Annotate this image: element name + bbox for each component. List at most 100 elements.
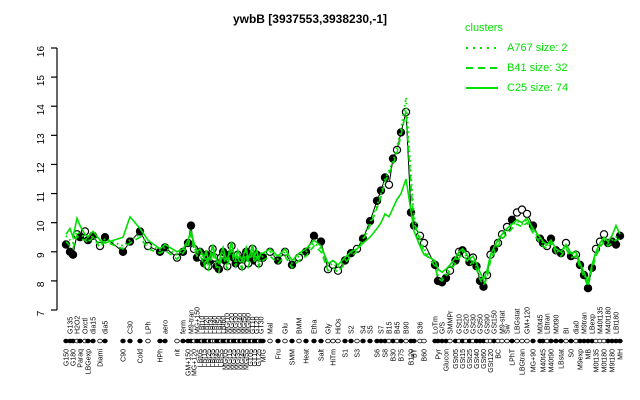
condition-axis-marker bbox=[563, 338, 569, 344]
condition-axis-marker bbox=[509, 338, 515, 344]
condition-label: LBt60 bbox=[221, 316, 228, 334]
condition-label: Glucon bbox=[443, 349, 450, 371]
data-point-filled bbox=[309, 231, 319, 240]
condition-axis-marker bbox=[499, 338, 505, 344]
condition-label: GSt15 bbox=[460, 349, 467, 369]
condition-label: S7 bbox=[378, 325, 385, 334]
data-point-open bbox=[522, 209, 532, 219]
condition-axis-marker bbox=[157, 338, 163, 344]
data-point-filled bbox=[611, 240, 621, 249]
condition-axis-marker bbox=[180, 338, 186, 344]
condition-label: LBtran bbox=[544, 313, 551, 334]
legend-entries: A767 size: 2 B41 size: 32 C25 size: 74 bbox=[465, 38, 635, 98]
condition-label: MGt25 bbox=[231, 349, 238, 370]
condition-label: M9-stat bbox=[499, 311, 506, 334]
condition-axis-marker bbox=[77, 338, 83, 344]
legend-label: C25 size: 74 bbox=[507, 82, 569, 94]
data-point-filled bbox=[615, 231, 625, 240]
condition-label: LPh bbox=[145, 321, 152, 334]
condition-label: MGt05 bbox=[223, 349, 230, 370]
condition-label: Fru bbox=[275, 349, 282, 360]
condition-label: GT20 bbox=[254, 316, 261, 334]
condition-label: Oxctl bbox=[82, 318, 89, 334]
condition-label: MGt45 bbox=[239, 349, 246, 370]
condition-label: MGt35 bbox=[235, 349, 242, 370]
condition-label: MG+150 bbox=[194, 307, 201, 334]
condition-label: M40t180 bbox=[605, 307, 612, 334]
condition-axis-marker bbox=[342, 338, 348, 344]
condition-label: LBGstat bbox=[514, 309, 521, 334]
chart-title: ywbB [3937553,3938230,-1] bbox=[232, 12, 388, 26]
condition-label: S1 bbox=[342, 349, 349, 358]
condition-label: GT15 bbox=[252, 349, 259, 367]
condition-axis-marker bbox=[174, 338, 180, 344]
condition-label: MGt40 bbox=[237, 313, 244, 334]
condition-axis-marker bbox=[421, 338, 427, 344]
condition-axis-marker bbox=[548, 338, 554, 344]
condition-label: GSt120 bbox=[488, 349, 495, 373]
condition-axis-marker bbox=[354, 338, 360, 344]
condition-axis-marker bbox=[267, 338, 273, 344]
condition-label: S6 bbox=[374, 349, 381, 358]
cluster-legend: clusters A767 size: 2 B41 size: 32 C25 siz… bbox=[465, 22, 635, 98]
y-tick-label: 8 bbox=[36, 281, 47, 287]
condition-label: LBt180 bbox=[613, 312, 620, 334]
condition-axis-marker bbox=[504, 338, 510, 344]
condition-axis-marker bbox=[553, 338, 559, 344]
condition-label: MG+120 bbox=[191, 349, 198, 376]
data-point-filled bbox=[479, 282, 488, 291]
condition-axis-marker bbox=[398, 338, 404, 344]
condition-label: C90 bbox=[120, 349, 127, 362]
condition-axis-marker bbox=[348, 338, 354, 344]
condition-axis-marker bbox=[90, 338, 96, 344]
condition-label: MGt30 bbox=[233, 313, 240, 334]
dashed-line-sample bbox=[466, 67, 498, 69]
condition-label: Mal bbox=[267, 322, 274, 334]
condition-label: ferm bbox=[180, 320, 187, 334]
dotted-line-sample bbox=[466, 47, 498, 49]
legend-title: clusters bbox=[465, 22, 503, 34]
condition-label: M0t180 bbox=[601, 349, 608, 372]
condition-label: GM+150 bbox=[185, 349, 192, 376]
condition-label: S5 bbox=[367, 325, 374, 334]
condition-label: B45 bbox=[394, 321, 401, 334]
condition-label: MG+90 bbox=[530, 349, 537, 372]
condition-axis-marker bbox=[367, 338, 373, 344]
condition-axis-marker bbox=[411, 338, 417, 344]
condition-label: LBt55 bbox=[218, 349, 225, 367]
condition-label: GSt60 bbox=[481, 349, 488, 369]
condition-label: dia15 bbox=[90, 317, 97, 334]
condition-label: Sw bbox=[504, 323, 511, 334]
condition-label: GSt50 bbox=[477, 314, 484, 334]
condition-axis-marker bbox=[330, 338, 336, 344]
condition-label: GSt90 bbox=[484, 314, 491, 334]
condition-axis-marker bbox=[145, 338, 151, 344]
condition-label: M9-tran bbox=[188, 310, 195, 334]
condition-label: GSt20 bbox=[463, 314, 470, 334]
y-tick-label: 7 bbox=[36, 310, 47, 316]
condition-axis-marker bbox=[558, 338, 564, 344]
condition-label: GM+120 bbox=[524, 307, 531, 334]
condition-axis-marker bbox=[162, 338, 168, 344]
condition-label: Diami bbox=[97, 349, 104, 367]
condition-axis-marker bbox=[127, 338, 133, 344]
condition-label: BI bbox=[563, 327, 570, 334]
condition-axis-marker bbox=[568, 338, 574, 344]
condition-label: LBt40 bbox=[212, 316, 219, 334]
condition-label: LBt30 bbox=[208, 316, 215, 334]
condition-label: M9tran bbox=[581, 312, 588, 334]
condition-label: S8 bbox=[382, 349, 389, 358]
condition-axis-marker bbox=[403, 338, 409, 344]
condition-label: C30 bbox=[127, 321, 134, 334]
condition-label: G180 bbox=[70, 349, 77, 366]
y-tick-label: 10 bbox=[36, 220, 47, 232]
condition-label: LBt20 bbox=[204, 316, 211, 334]
condition-label: LBt35 bbox=[210, 349, 217, 367]
condition-label: MGt20 bbox=[229, 313, 236, 334]
condition-label: LBt45 bbox=[214, 349, 221, 367]
condition-label: S4 bbox=[360, 325, 367, 334]
condition-label: nit bbox=[174, 349, 181, 356]
condition-label: GT30 bbox=[258, 316, 265, 334]
condition-label: MGt10 bbox=[225, 313, 232, 334]
